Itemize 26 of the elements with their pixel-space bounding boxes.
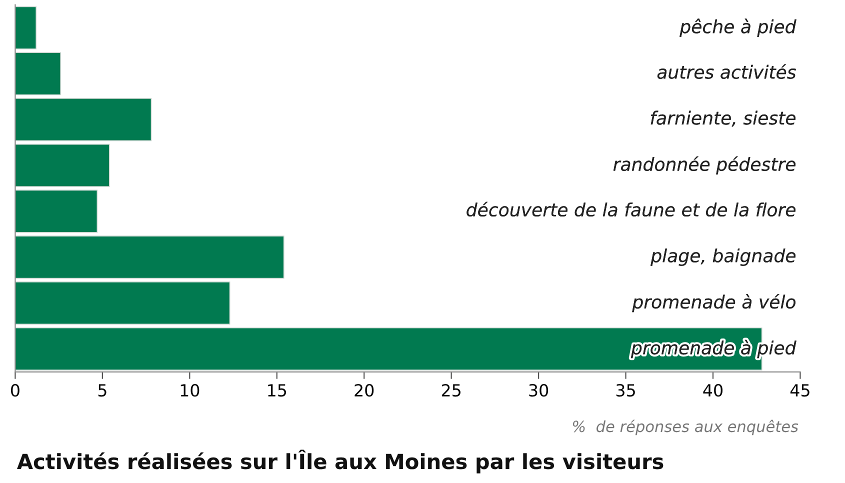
text: Activités réalisées sur l'Île aux Moines par les visiteurs — [17, 450, 664, 474]
bar — [15, 190, 98, 233]
y-tick-label: randonnée pédestre — [613, 156, 796, 175]
y-tick-label: découverte de la faune et de la flore — [466, 202, 796, 217]
x-tick-label: 0 — [11, 384, 20, 397]
x-tick-label: 25 — [442, 384, 460, 397]
y-tick-label: plage, baignade — [650, 248, 796, 266]
x-tick-label: 30 — [529, 384, 548, 397]
x-tick-label: 45 — [790, 384, 810, 397]
bar — [15, 98, 152, 142]
x-tick-label: 35 — [616, 384, 635, 397]
y-tick-label: pêche à pied — [680, 18, 796, 37]
y-tick-label: promenade à vélo — [632, 294, 796, 312]
bar — [15, 6, 37, 50]
y-tick-label: farniente, sieste — [650, 110, 796, 127]
x-tick-label: 10 — [180, 384, 200, 397]
x-tick-label: 20 — [354, 384, 374, 397]
x-tick-label: 15 — [268, 384, 286, 397]
x-tick-label: 40 — [703, 384, 722, 397]
bar — [15, 144, 110, 187]
x-axis-title: % de réponses aux enquêtes — [572, 420, 798, 436]
bar — [15, 282, 230, 325]
bar — [15, 52, 61, 96]
x-tick-label: 5 — [98, 384, 106, 397]
y-tick-label: autres activités — [657, 64, 796, 79]
bar — [15, 236, 284, 279]
